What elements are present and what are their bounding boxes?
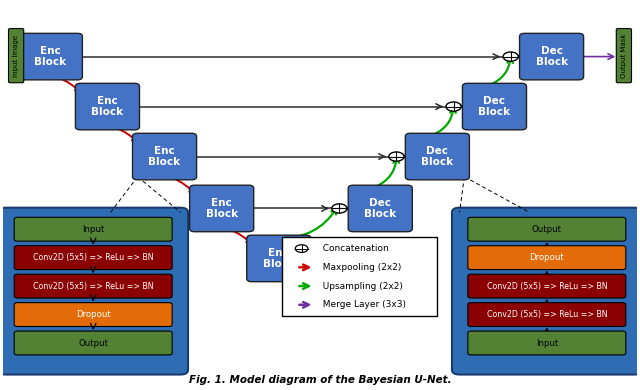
Text: Concatenation: Concatenation (317, 244, 389, 253)
Text: Dec
Block: Dec Block (421, 146, 453, 167)
Text: Dec
Block: Dec Block (364, 198, 396, 219)
Text: Enc
Block: Enc Block (148, 146, 180, 167)
Text: Input: Input (82, 225, 104, 234)
Text: Conv2D (5x5) => ReLu => BN: Conv2D (5x5) => ReLu => BN (486, 282, 607, 291)
FancyBboxPatch shape (348, 185, 412, 232)
FancyBboxPatch shape (0, 208, 188, 374)
Text: Dec
Block: Dec Block (479, 96, 511, 117)
Text: Maxpooling (2x2): Maxpooling (2x2) (317, 263, 402, 272)
Circle shape (503, 52, 518, 61)
FancyBboxPatch shape (14, 274, 172, 298)
Text: Conv2D (5x5) => ReLu => BN: Conv2D (5x5) => ReLu => BN (33, 253, 154, 262)
Text: Fig. 1. Model diagram of the Bayesian U-Net.: Fig. 1. Model diagram of the Bayesian U-… (189, 375, 451, 385)
Circle shape (332, 204, 347, 213)
Circle shape (446, 102, 461, 111)
Text: Enc
Block: Enc Block (262, 248, 295, 269)
FancyBboxPatch shape (468, 303, 626, 326)
FancyBboxPatch shape (463, 83, 527, 130)
Text: Enc
Block: Enc Block (205, 198, 237, 219)
FancyBboxPatch shape (468, 274, 626, 298)
FancyBboxPatch shape (405, 133, 469, 180)
Text: Dropout: Dropout (76, 310, 111, 319)
Text: Dropout: Dropout (529, 253, 564, 262)
FancyBboxPatch shape (14, 331, 172, 355)
FancyBboxPatch shape (14, 303, 172, 326)
FancyBboxPatch shape (14, 217, 172, 241)
FancyBboxPatch shape (189, 185, 253, 232)
FancyBboxPatch shape (8, 28, 24, 83)
Text: Input Image: Input Image (13, 35, 19, 77)
Text: Input: Input (536, 339, 558, 347)
FancyBboxPatch shape (468, 246, 626, 269)
Text: Dec
Block: Dec Block (536, 46, 568, 67)
Text: Output: Output (532, 225, 562, 234)
FancyBboxPatch shape (468, 331, 626, 355)
Circle shape (295, 245, 308, 252)
FancyBboxPatch shape (76, 83, 140, 130)
FancyBboxPatch shape (520, 33, 584, 80)
FancyBboxPatch shape (282, 237, 437, 316)
Text: Conv2D (5x5) => ReLu => BN: Conv2D (5x5) => ReLu => BN (33, 282, 154, 291)
FancyBboxPatch shape (616, 28, 632, 83)
Text: Output Mask: Output Mask (621, 34, 627, 78)
FancyBboxPatch shape (247, 235, 311, 282)
Text: Upsampling (2x2): Upsampling (2x2) (317, 282, 403, 291)
FancyBboxPatch shape (132, 133, 196, 180)
FancyBboxPatch shape (14, 246, 172, 269)
FancyBboxPatch shape (452, 208, 640, 374)
Text: Merge Layer (3x3): Merge Layer (3x3) (317, 300, 406, 309)
FancyBboxPatch shape (19, 33, 83, 80)
Text: Enc
Block: Enc Block (35, 46, 67, 67)
Text: Output: Output (78, 339, 108, 347)
Text: Enc
Block: Enc Block (92, 96, 124, 117)
Circle shape (389, 152, 404, 161)
Text: Conv2D (5x5) => ReLu => BN: Conv2D (5x5) => ReLu => BN (486, 310, 607, 319)
FancyBboxPatch shape (468, 217, 626, 241)
